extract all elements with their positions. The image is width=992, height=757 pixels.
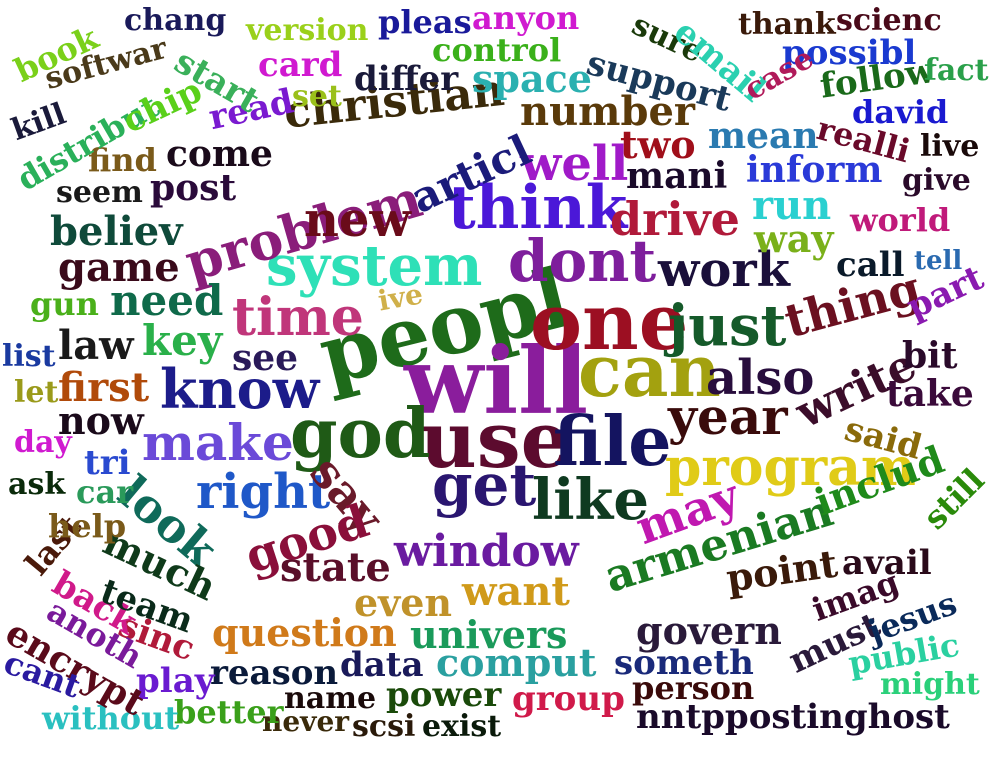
word-ask: ask	[8, 467, 66, 502]
word-system: system	[266, 233, 483, 299]
word-thank: thank	[738, 7, 836, 42]
word-scienc: scienc	[836, 3, 942, 38]
word-right: right	[196, 464, 331, 520]
word-might: might	[880, 667, 980, 702]
word-seem: seem	[56, 175, 143, 210]
word-help: help	[48, 507, 127, 545]
word-know: know	[160, 357, 320, 421]
word-without: without	[42, 699, 180, 737]
word-also: also	[706, 350, 815, 406]
word-inform: inform	[746, 149, 883, 191]
word-mani: mani	[626, 155, 728, 197]
word-chang: chang	[124, 3, 227, 38]
word-key: key	[142, 316, 223, 365]
word-one: one	[530, 277, 689, 368]
word-person: person	[632, 669, 755, 707]
word-give: give	[902, 163, 971, 198]
word-pleas: pleas	[378, 3, 472, 41]
word-file: file	[553, 402, 672, 482]
word-card: card	[258, 45, 343, 85]
word-control: control	[432, 31, 562, 69]
word-day: day	[14, 425, 72, 460]
word-tri: tri	[84, 443, 131, 483]
word-bit: bit	[902, 335, 958, 377]
word-dont: dont	[508, 227, 657, 295]
word-see: see	[232, 337, 299, 379]
word-list: list	[2, 339, 56, 374]
word-scsi: scsi	[352, 709, 416, 744]
word-game: game	[58, 244, 180, 291]
word-come: come	[166, 133, 273, 175]
word-govern: govern	[636, 608, 782, 653]
word-want: want	[462, 568, 570, 615]
word-god: god	[290, 394, 431, 474]
word-just: just	[668, 293, 787, 359]
word-never: never	[262, 705, 350, 738]
word-someth: someth	[614, 643, 754, 683]
word-univers: univers	[410, 612, 568, 657]
word-well: well	[520, 136, 629, 192]
word-world: world	[850, 201, 951, 239]
word-version: version	[246, 13, 369, 48]
word-year: year	[668, 387, 788, 446]
word-david: david	[852, 93, 949, 131]
word-run: run	[752, 182, 832, 229]
word-car: car	[76, 473, 134, 511]
word-use: use	[420, 395, 571, 486]
word-let: let	[14, 375, 59, 410]
word-need: need	[110, 276, 224, 325]
word-exist: exist	[422, 709, 502, 744]
word-two: two	[620, 122, 696, 167]
word-group: group	[512, 679, 625, 719]
word-reason: reason	[210, 653, 339, 693]
word-tell: tell	[914, 246, 963, 276]
word-drive: drive	[610, 192, 740, 246]
word-state: state	[280, 544, 391, 591]
word-find: find	[88, 141, 157, 179]
word-can: can	[578, 328, 721, 413]
word-now: now	[58, 398, 144, 443]
word-way: way	[754, 216, 834, 261]
word-better: better	[174, 693, 284, 731]
word-ive: ive	[375, 277, 426, 318]
word-avail: avail	[842, 543, 932, 583]
word-gun: gun	[30, 285, 99, 323]
word-live: live	[920, 129, 980, 164]
word-power: power	[386, 675, 502, 715]
word-make: make	[142, 413, 294, 472]
word-get: get	[432, 451, 537, 519]
word-mean: mean	[708, 115, 819, 157]
word-play: play	[136, 661, 215, 701]
word-comput: comput	[436, 640, 597, 685]
word-program: program	[665, 437, 916, 498]
word-believ: believ	[50, 208, 183, 255]
word-call: call	[836, 245, 905, 285]
word-think: think	[448, 173, 628, 243]
word-even: even	[354, 580, 453, 625]
word-data: data	[340, 645, 424, 685]
word-possibl: possibl	[782, 33, 917, 73]
word-law: law	[58, 322, 134, 369]
word-fact: fact	[924, 53, 989, 88]
word-name: name	[284, 681, 377, 716]
word-first: first	[58, 364, 150, 411]
word-will: will	[404, 327, 589, 435]
word-set: set	[292, 79, 342, 114]
word-anyon: anyon	[472, 0, 580, 37]
word-case: case	[738, 40, 820, 108]
word-number: number	[520, 88, 695, 135]
word-like: like	[532, 467, 649, 533]
word-differ: differ	[354, 59, 459, 99]
word-question: question	[212, 610, 397, 655]
word-new: new	[304, 192, 411, 248]
word-post: post	[150, 167, 237, 209]
word-time: time	[232, 287, 364, 348]
word-work: work	[658, 242, 790, 298]
word-window: window	[394, 526, 579, 577]
word-take: take	[886, 373, 974, 415]
word-nntppostinghost: nntppostinghost	[636, 697, 950, 737]
word-space: space	[472, 56, 592, 101]
